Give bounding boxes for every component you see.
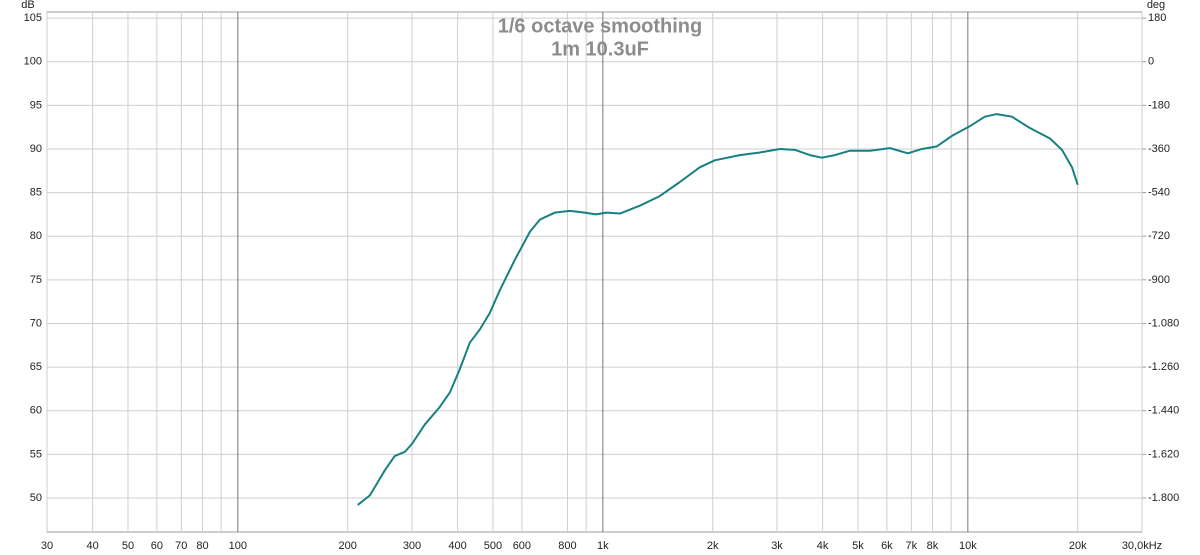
y2-tick-label: -360 [1148, 143, 1170, 155]
x-tick-label: 6k [881, 540, 893, 552]
y2-tick-label: -720 [1148, 230, 1170, 242]
x-tick-label: 600 [513, 540, 531, 552]
x-tick-label: 30,0kHz [1122, 540, 1162, 552]
y2-tick-label: -180 [1148, 99, 1170, 111]
x-tick-label: 40 [86, 540, 98, 552]
x-tick-label: 30 [41, 540, 53, 552]
x-tick-label: 300 [403, 540, 421, 552]
y-tick-label: 60 [30, 405, 42, 417]
chart-subtitle: 1m 10.3uF [551, 38, 649, 60]
y-tick-label: 55 [30, 448, 42, 460]
x-tick-label: 20k [1069, 540, 1087, 552]
x-tick-label: 200 [339, 540, 357, 552]
x-tick-label: 400 [448, 540, 466, 552]
plot-area [46, 11, 1143, 533]
x-tick-label: 70 [175, 540, 187, 552]
chart-title: 1/6 octave smoothing [498, 15, 703, 37]
x-tick-label: 10k [959, 540, 977, 552]
x-tick-label: 3k [771, 540, 783, 552]
x-tick-label: 50 [122, 540, 134, 552]
y-tick-label: 105 [24, 12, 42, 24]
x-tick-label: 5k [852, 540, 864, 552]
y-tick-label: 70 [30, 317, 42, 329]
x-tick-label: 60 [151, 540, 163, 552]
y-tick-label: 90 [30, 143, 42, 155]
y2-tick-label: -1.620 [1148, 448, 1179, 460]
x-tick-label: 80 [196, 540, 208, 552]
x-tick-label: 8k [927, 540, 939, 552]
x-tick-label: 800 [558, 540, 576, 552]
y2-tick-label: 0 [1148, 56, 1154, 68]
y-tick-label: 100 [24, 56, 42, 68]
y2-tick-label: -1.440 [1148, 405, 1179, 417]
y2-tick-label: -1.800 [1148, 492, 1179, 504]
y2-unit: deg [1147, 0, 1165, 11]
x-tick-label: 7k [905, 540, 917, 552]
y-tick-label: 65 [30, 361, 42, 373]
y-tick-label: 80 [30, 230, 42, 242]
y2-tick-label: -540 [1148, 187, 1170, 199]
y-tick-label: 50 [30, 492, 42, 504]
x-tick-label: 2k [707, 540, 719, 552]
y2-tick-label: -900 [1148, 274, 1170, 286]
x-tick-label: 1k [597, 540, 609, 552]
y-tick-label: 75 [30, 274, 42, 286]
y-unit: dB [21, 0, 34, 11]
y2-tick-label: -1.260 [1148, 361, 1179, 373]
y2-tick-label: 180 [1148, 12, 1166, 24]
x-tick-label: 100 [229, 540, 247, 552]
y-tick-label: 95 [30, 99, 42, 111]
y-tick-label: 85 [30, 187, 42, 199]
x-tick-label: 4k [817, 540, 829, 552]
response-line [357, 113, 1079, 506]
y2-tick-label: -1.080 [1148, 317, 1179, 329]
x-tick-label: 500 [484, 540, 502, 552]
